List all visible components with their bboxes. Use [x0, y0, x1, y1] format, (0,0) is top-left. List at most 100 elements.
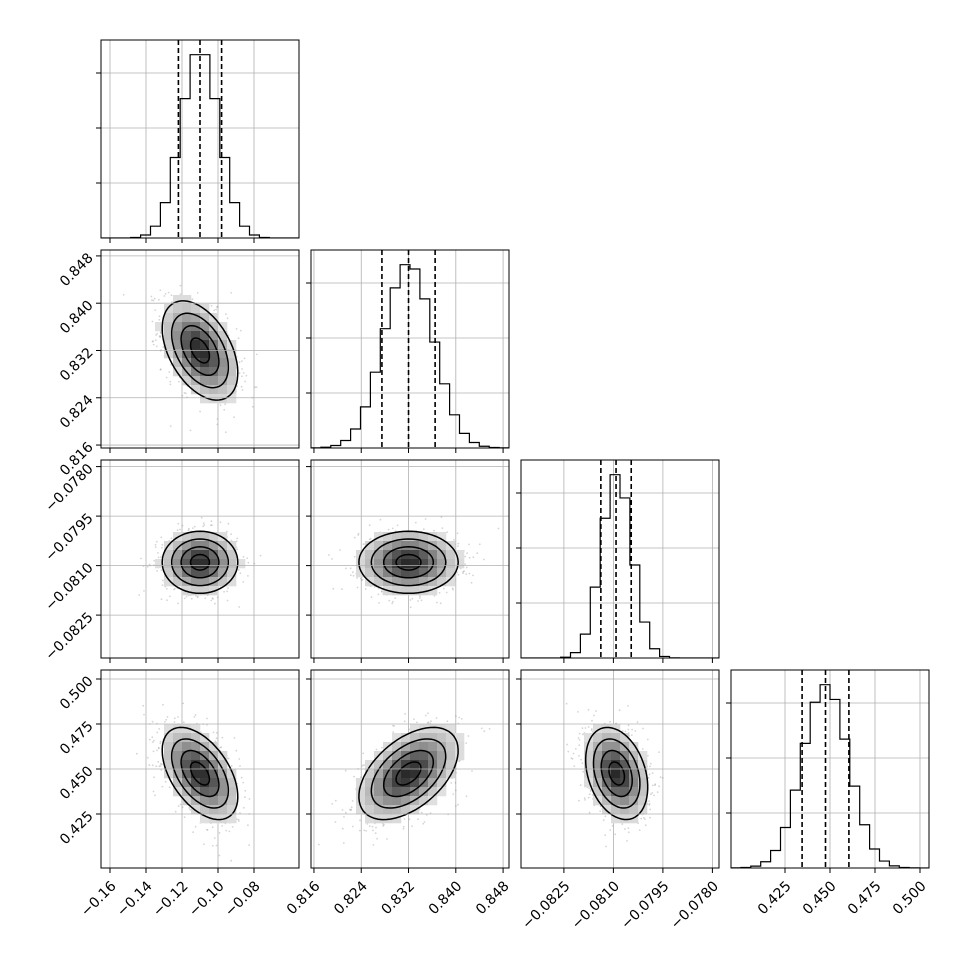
density-cell [209, 787, 219, 797]
density-cell [374, 769, 384, 779]
density-cell [419, 559, 429, 569]
scatter-point [464, 555, 466, 558]
scatter-point [151, 741, 154, 743]
scatter-point [200, 516, 203, 519]
density-cell [173, 331, 183, 341]
scatter-point [193, 716, 196, 718]
density-cell [437, 559, 447, 569]
density-cell [374, 541, 384, 551]
density-cell [383, 805, 393, 815]
scatter-point [230, 859, 233, 862]
scatter-point [233, 737, 236, 739]
contour-3 [161, 530, 239, 595]
density-cell [209, 742, 219, 752]
density-cell [218, 376, 228, 386]
density-cell [191, 742, 201, 752]
scatter-point [372, 829, 374, 832]
density-cell [419, 577, 429, 587]
scatter-point [143, 590, 145, 592]
density-cell [401, 532, 411, 542]
density-cell [173, 322, 183, 332]
scatter-point [148, 764, 151, 767]
scatter-point [341, 809, 344, 811]
scatter-point [375, 826, 377, 829]
scatter-point [218, 832, 221, 834]
scatter-point [379, 518, 382, 521]
scatter-point [214, 740, 217, 743]
density-cell [182, 313, 192, 323]
density-cell [218, 331, 228, 341]
scatter-point [416, 721, 418, 724]
scatter-point [174, 810, 177, 813]
scatter-point [206, 829, 208, 831]
scatter-point [220, 746, 223, 749]
density-cell [392, 577, 402, 587]
scatter-point [468, 572, 471, 575]
scatter-point [210, 520, 213, 523]
scatter-point [177, 716, 179, 718]
scatter-point [157, 760, 160, 763]
density-cell [173, 550, 183, 560]
scatter-point [194, 714, 197, 716]
scatter-point [458, 760, 460, 763]
density-cell [173, 559, 183, 569]
scatter-point [420, 599, 423, 602]
scatter-point [360, 776, 362, 778]
density-cell [227, 787, 237, 797]
scatter-point [213, 837, 216, 839]
density-cell [410, 559, 420, 569]
density-cell [182, 304, 192, 314]
scatter-point [181, 394, 184, 397]
density-cell [383, 559, 393, 569]
scatter-point [242, 556, 245, 558]
scatter-point [178, 380, 180, 383]
scatter-point [152, 343, 155, 346]
density-cell [227, 367, 237, 377]
scatter-point [356, 586, 359, 589]
density-cell [227, 796, 237, 806]
scatter-point [476, 552, 479, 555]
scatter-point [239, 765, 241, 767]
scatter-point [343, 816, 345, 818]
scatter-point [168, 595, 171, 598]
scatter-point [464, 563, 466, 565]
density-cell [428, 541, 438, 551]
density-cell [383, 568, 393, 578]
scatter-point [223, 408, 226, 411]
scatter-point [373, 586, 376, 588]
scatter-point [251, 405, 254, 408]
density-cell [383, 541, 393, 551]
scatter-point [353, 555, 356, 558]
scatter-point [150, 295, 153, 298]
histogram-step [521, 474, 719, 658]
density-cell [182, 760, 192, 770]
contour-1 [180, 546, 220, 579]
scatter-point [344, 769, 347, 772]
density-cell [374, 568, 384, 578]
density-cell [164, 733, 174, 743]
scatter-point [375, 748, 378, 751]
scatter-point [211, 826, 214, 829]
density-cell [200, 394, 210, 404]
density-cell [374, 577, 384, 587]
density-cell [383, 760, 393, 770]
density-cell [209, 805, 219, 815]
scatter-point [453, 539, 455, 541]
density-cell [227, 358, 237, 368]
scatter-point [159, 742, 162, 745]
scatter-point [173, 717, 176, 720]
scatter-point [153, 776, 156, 779]
density-cell [365, 568, 375, 578]
scatter-point [392, 731, 395, 733]
panel-0-0 [96, 39, 300, 243]
scatter-point [215, 737, 218, 740]
scatter-point [176, 529, 179, 532]
density-cell [356, 559, 366, 569]
scatter-point [388, 599, 391, 602]
density-cell [182, 769, 192, 779]
scatter-point [189, 429, 192, 432]
scatter-point [408, 818, 411, 821]
y-tick-label: 0.824 [57, 392, 97, 432]
scatter-point [465, 573, 468, 575]
scatter-point [227, 587, 229, 589]
